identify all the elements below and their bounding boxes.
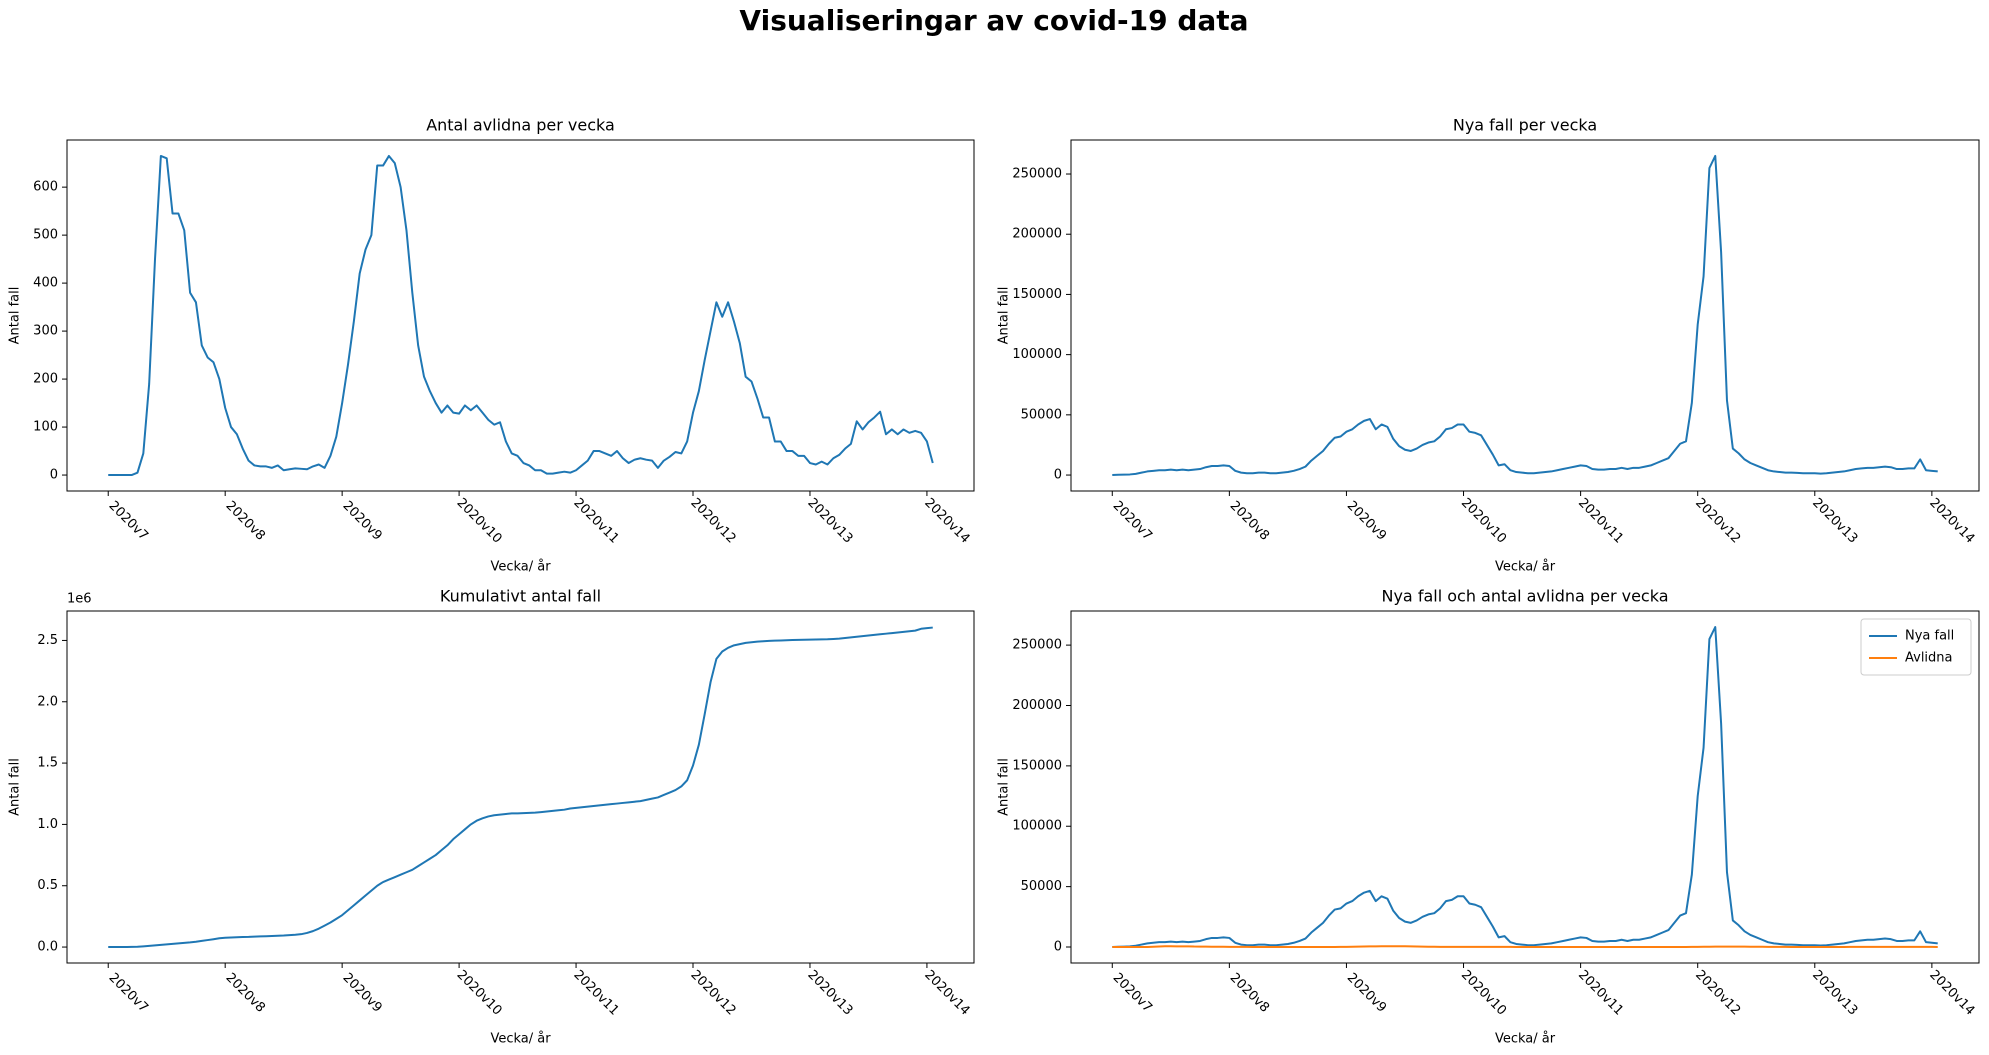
axes-frame [1070, 139, 1980, 492]
line [108, 154, 934, 477]
axes-frame [1070, 610, 1980, 964]
x-tick-label: 2020v12 [1692, 967, 1743, 1018]
y-tick-label: 250000 [1012, 167, 1062, 182]
y-tick-label: 150000 [1012, 758, 1062, 773]
x-tick-label: 2020v10 [1458, 495, 1509, 546]
y-axis-label: Antal fall [997, 287, 1012, 345]
x-tick-label: 2020v10 [454, 495, 505, 546]
y-tick-label: 400 [33, 276, 58, 291]
x-tick-label: 2020v7 [1110, 970, 1155, 1015]
x-tick-label: 2020v9 [339, 498, 384, 543]
x-tick-label: 2020v11 [570, 967, 621, 1018]
legend-label: Nya fall [1905, 629, 1954, 644]
y-tick-label: 600 [33, 180, 58, 195]
y-tick-label: 200000 [1012, 698, 1062, 713]
y-tick-label: 50000 [1021, 407, 1062, 422]
y-tick-label: 50000 [1021, 879, 1062, 894]
figure-title: Visualiseringar av covid-19 data [739, 4, 1248, 37]
x-tick-label: 2020v9 [1344, 970, 1389, 1015]
y-tick-label: 150000 [1012, 287, 1062, 302]
x-tick-label: 2020v10 [454, 967, 505, 1018]
y-tick-label: 100000 [1012, 347, 1062, 362]
y-tick-label: 500 [33, 228, 58, 243]
y-tick-label: 0.0 [37, 940, 58, 955]
y-tick-label: 200000 [1012, 227, 1062, 242]
x-tick-label: 2020v7 [106, 498, 151, 543]
y-tick-label: 2.0 [37, 694, 58, 709]
line [1112, 626, 1938, 948]
x-tick-label: 2020v7 [1110, 498, 1155, 543]
y-tick-label: 300 [33, 324, 58, 339]
y-tick-label: 0 [1054, 468, 1062, 483]
x-tick-label: 2020v13 [1809, 495, 1860, 546]
y-tick-label: 1.5 [37, 756, 58, 771]
x-tick-label: 2020v9 [1344, 498, 1389, 543]
axes-frame [66, 139, 975, 492]
x-tick-label: 2020v13 [804, 495, 855, 546]
x-tick-label: 2020v14 [921, 967, 972, 1018]
legend-box [1860, 618, 1972, 676]
y-tick-label: 0 [1054, 940, 1062, 955]
line [1112, 154, 1938, 477]
x-tick-label: 2020v8 [1227, 970, 1272, 1015]
axes-title: Kumulativt antal fall [440, 587, 601, 606]
x-tick-label: 2020v7 [106, 970, 151, 1015]
y-axis-label: Antal fall [997, 758, 1012, 816]
x-tick-label: 2020v8 [223, 970, 268, 1015]
y-tick-label: 0.5 [37, 878, 58, 893]
x-axis-label: Vecka/ år [490, 560, 551, 575]
y-tick-label: 0 [50, 468, 58, 483]
x-tick-label: 2020v11 [1575, 495, 1626, 546]
y-axis-label: Antal fall [8, 287, 23, 345]
axes-title: Antal avlidna per vecka [426, 116, 615, 135]
y-tick-label: 250000 [1012, 638, 1062, 653]
x-axis-label: Vecka/ år [1495, 1032, 1556, 1047]
x-tick-label: 2020v13 [804, 967, 855, 1018]
y-offset-label: 1e6 [67, 592, 92, 607]
y-tick-label: 2.5 [37, 633, 58, 648]
x-tick-label: 2020v14 [921, 495, 972, 546]
x-tick-label: 2020v11 [570, 495, 621, 546]
x-tick-label: 2020v14 [1926, 495, 1977, 546]
x-tick-label: 2020v12 [687, 495, 738, 546]
x-tick-label: 2020v12 [687, 967, 738, 1018]
axes-frame [66, 610, 975, 964]
x-tick-label: 2020v8 [223, 498, 268, 543]
line [1112, 945, 1938, 948]
x-tick-label: 2020v12 [1692, 495, 1743, 546]
x-tick-label: 2020v13 [1809, 967, 1860, 1018]
y-tick-label: 100 [33, 420, 58, 435]
x-tick-label: 2020v9 [339, 970, 384, 1015]
y-tick-label: 200 [33, 372, 58, 387]
x-tick-label: 2020v8 [1227, 498, 1272, 543]
x-axis-label: Vecka/ år [1495, 560, 1556, 575]
axes-title: Nya fall per vecka [1453, 116, 1597, 135]
x-tick-label: 2020v10 [1458, 967, 1509, 1018]
axes-title: Nya fall och antal avlidna per vecka [1381, 587, 1668, 606]
line [108, 626, 933, 949]
legend-label: Avlidna [1905, 651, 1953, 666]
y-tick-label: 1.0 [37, 817, 58, 832]
x-tick-label: 2020v11 [1575, 967, 1626, 1018]
y-axis-label: Antal fall [8, 758, 23, 816]
x-tick-label: 2020v14 [1926, 967, 1977, 1018]
x-axis-label: Vecka/ år [490, 1032, 551, 1047]
y-tick-label: 100000 [1012, 819, 1062, 834]
